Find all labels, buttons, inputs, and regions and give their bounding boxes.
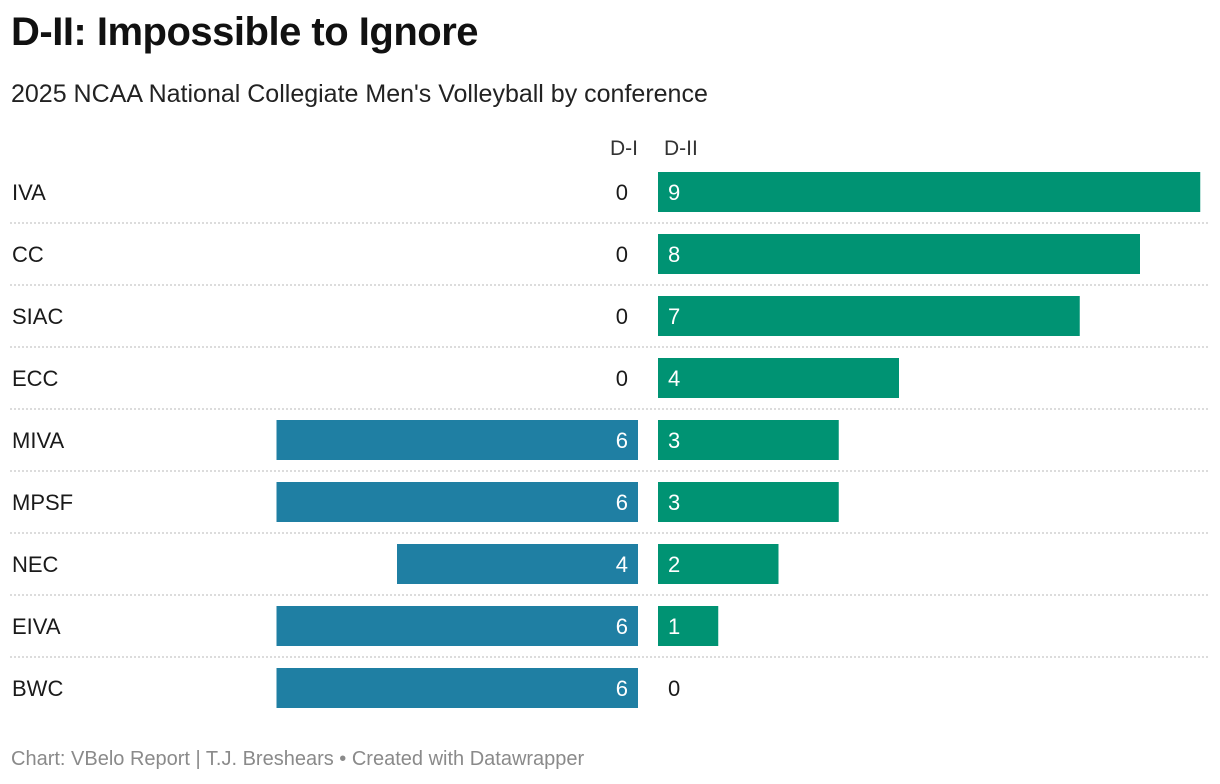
value-label-d1-iva: 0 [616, 180, 628, 205]
category-label-mpsf: MPSF [12, 490, 73, 515]
bar-d2-siac [658, 296, 1080, 336]
value-label-d1-siac: 0 [616, 304, 628, 329]
bar-d1-nec [397, 544, 638, 584]
value-label-d2-iva: 9 [668, 180, 680, 205]
bar-d1-miva [276, 420, 638, 460]
category-label-eiva: EIVA [12, 614, 61, 639]
value-label-d1-cc: 0 [616, 242, 628, 267]
legend-d2-header: D-II [664, 137, 698, 160]
legend-d1-header: D-I [610, 137, 638, 160]
value-label-d2-siac: 7 [668, 304, 680, 329]
chart-title: D-II: Impossible to Ignore [11, 10, 479, 54]
value-label-d1-ecc: 0 [616, 366, 628, 391]
category-label-cc: CC [12, 242, 44, 267]
bar-d2-ecc [658, 358, 899, 398]
value-label-d1-miva: 6 [616, 428, 628, 453]
bar-d1-bwc [276, 668, 638, 708]
value-label-d2-mpsf: 3 [668, 490, 680, 515]
value-label-d2-ecc: 4 [668, 366, 680, 391]
category-label-miva: MIVA [12, 428, 64, 453]
value-label-d2-eiva: 1 [668, 614, 680, 639]
value-label-d1-eiva: 6 [616, 614, 628, 639]
bar-d2-cc [658, 234, 1140, 274]
bar-d2-mpsf [658, 482, 839, 522]
bar-d2-iva [658, 172, 1201, 212]
value-label-d1-nec: 4 [616, 552, 628, 577]
category-label-ecc: ECC [12, 366, 59, 391]
category-label-siac: SIAC [12, 304, 63, 329]
bar-d1-eiva [276, 606, 638, 646]
value-label-d1-bwc: 6 [616, 676, 628, 701]
value-label-d2-nec: 2 [668, 552, 680, 577]
value-label-d2-cc: 8 [668, 242, 680, 267]
bar-d2-nec [658, 544, 779, 584]
bar-d1-mpsf [276, 482, 638, 522]
category-label-nec: NEC [12, 552, 59, 577]
value-label-d2-miva: 3 [668, 428, 680, 453]
value-label-d1-mpsf: 6 [616, 490, 628, 515]
category-label-bwc: BWC [12, 676, 63, 701]
value-label-d2-bwc: 0 [668, 676, 680, 701]
chart-subtitle: 2025 NCAA National Collegiate Men's Voll… [11, 80, 708, 108]
bar-d2-eiva [658, 606, 719, 646]
chart-credit: Chart: VBelo Report | T.J. Breshears • C… [11, 748, 585, 770]
bar-d2-miva [658, 420, 839, 460]
category-label-iva: IVA [12, 180, 46, 205]
